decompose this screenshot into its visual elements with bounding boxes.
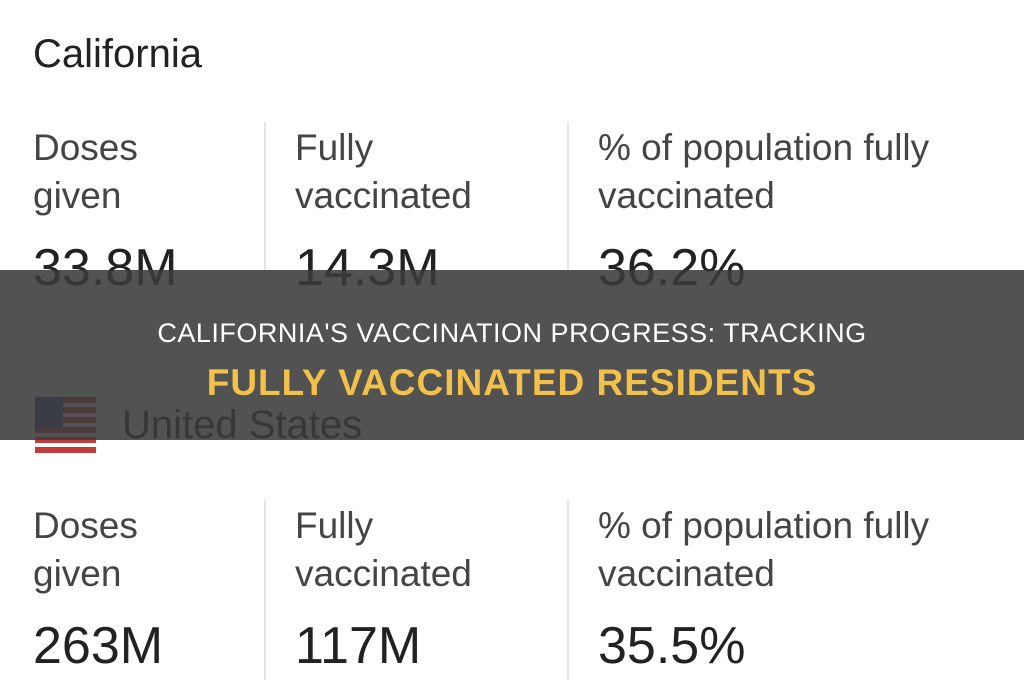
stat-value: 117M	[295, 617, 422, 675]
divider	[264, 122, 266, 312]
stat-label: % of population fully vaccinated	[598, 127, 930, 216]
section-title: California	[33, 32, 202, 76]
divider	[567, 122, 569, 312]
stat-label: Fully vaccinated	[295, 127, 472, 216]
stat-value: 35.5%	[598, 617, 746, 675]
banner-line: CALIFORNIA'S VACCINATION PROGRESS: TRACK…	[157, 318, 867, 348]
banner-line: FULLY VACCINATED RESIDENTS	[206, 362, 818, 403]
stat-value: 263M	[33, 617, 164, 675]
stat-label: Doses given	[33, 505, 138, 594]
stat-label: Fully vaccinated	[295, 505, 472, 594]
banner	[0, 270, 1024, 440]
stat-label: % of population fully vaccinated	[598, 505, 930, 594]
divider	[567, 500, 569, 680]
divider	[264, 500, 266, 680]
stat-label: Doses given	[33, 127, 138, 216]
